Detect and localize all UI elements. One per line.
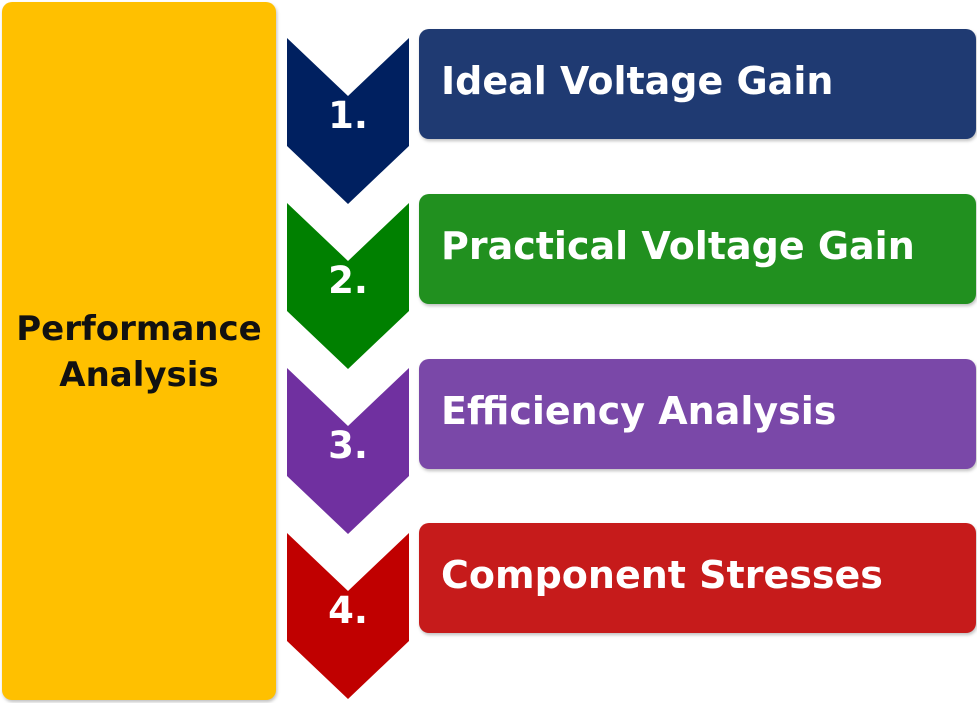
performance-analysis-block: Performance Analysis <box>2 2 276 700</box>
main-title-line-2: Analysis <box>59 355 219 395</box>
step-2-number: 2. <box>328 259 368 302</box>
step-1-label: Ideal Voltage Gain <box>441 59 834 103</box>
step-3-chevron: 3. <box>287 368 409 534</box>
step-3-bar: Efficiency Analysis <box>419 359 976 469</box>
step-3-number: 3. <box>328 424 368 467</box>
chevron-down-icon <box>287 203 409 369</box>
main-title: Performance Analysis <box>16 306 261 398</box>
chevron-down-icon <box>287 38 409 204</box>
step-2-chevron: 2. <box>287 203 409 369</box>
step-4-chevron: 4. <box>287 533 409 699</box>
step-2-label: Practical Voltage Gain <box>441 224 915 268</box>
chevron-down-icon <box>287 533 409 699</box>
step-1-number: 1. <box>328 94 368 137</box>
step-1-chevron: 1. <box>287 38 409 204</box>
chevron-down-icon <box>287 368 409 534</box>
step-1-bar: Ideal Voltage Gain <box>419 29 976 139</box>
step-4-label: Component Stresses <box>441 553 883 597</box>
step-3-label: Efficiency Analysis <box>441 389 837 433</box>
main-title-line-1: Performance <box>16 309 262 349</box>
step-4-number: 4. <box>328 589 368 632</box>
step-2-bar: Practical Voltage Gain <box>419 194 976 304</box>
step-4-bar: Component Stresses <box>419 523 976 633</box>
